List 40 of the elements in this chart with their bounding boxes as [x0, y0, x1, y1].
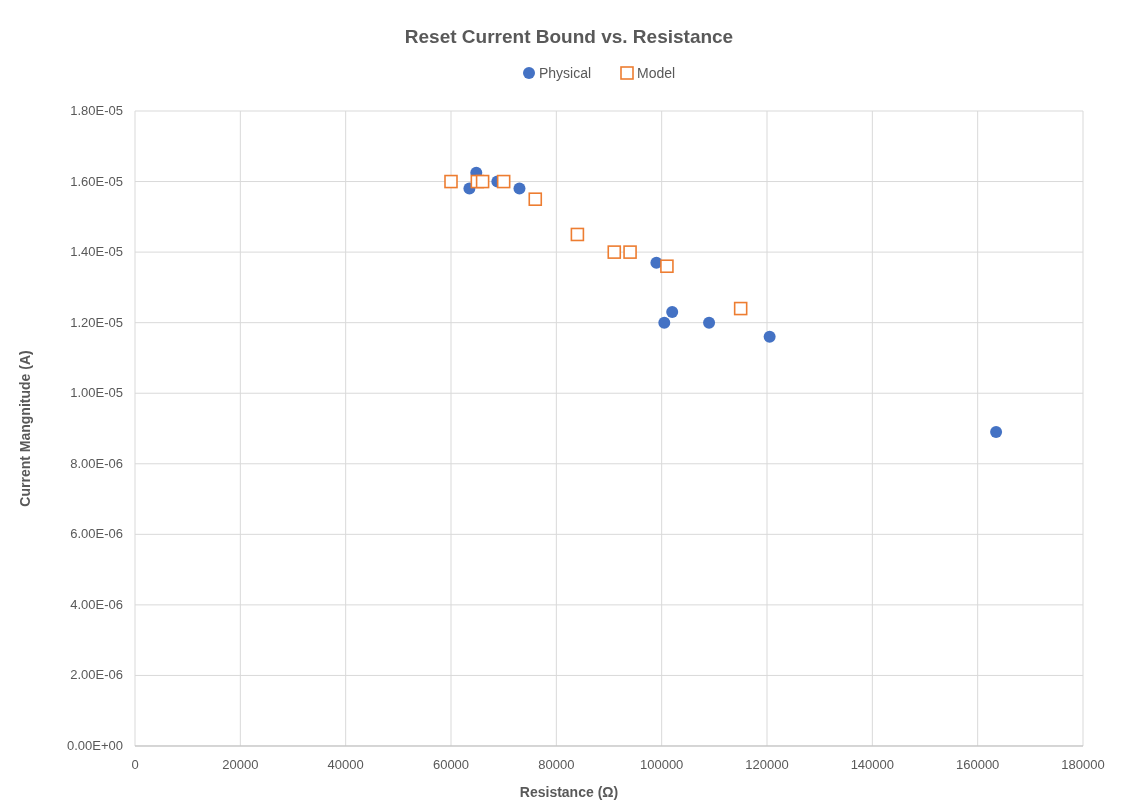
- y-tick-label: 2.00E-06: [70, 667, 123, 683]
- legend-label: Physical: [539, 65, 592, 81]
- chart-title: Reset Current Bound vs. Resistance: [404, 26, 734, 47]
- point: [623, 245, 637, 259]
- y-tick-label: 1.20E-05: [70, 314, 123, 330]
- y-tick-label: 1.40E-05: [70, 244, 123, 260]
- point: [496, 174, 511, 189]
- y-tick-label: 1.80E-05: [70, 103, 123, 118]
- point: [763, 330, 776, 343]
- point: [513, 182, 526, 195]
- y-tick-label: 6.00E-06: [70, 526, 123, 542]
- point: [733, 301, 748, 316]
- legend-label: Model: [637, 65, 676, 81]
- x-tick-label: 40000: [327, 757, 364, 772]
- y-tick-label: 0.00E+00: [66, 738, 123, 753]
- point: [528, 192, 543, 206]
- x-tick-label: 160000: [955, 757, 1000, 772]
- y-tick-label: 4.00E-06: [70, 596, 123, 612]
- x-tick-label: 80000: [538, 757, 575, 772]
- point: [703, 316, 716, 329]
- point: [658, 316, 671, 329]
- point: [990, 426, 1003, 439]
- point: [475, 174, 490, 189]
- x-axis-title: Resistance (Ω): [519, 784, 619, 800]
- point: [666, 306, 679, 319]
- y-axis-title: Current Mangnitude (A): [17, 350, 33, 507]
- y-tick-label: 1.60E-05: [70, 173, 123, 189]
- x-tick-label: 20000: [222, 757, 259, 772]
- x-tick-label: 140000: [850, 757, 895, 772]
- point: [570, 227, 585, 242]
- point: [444, 174, 458, 189]
- x-tick-label: 60000: [432, 757, 470, 772]
- y-tick-label: 8.00E-06: [70, 455, 123, 471]
- x-tick-label: 0: [131, 757, 139, 772]
- y-tick-label: 1.00E-05: [70, 385, 123, 401]
- x-tick-label: 180000: [1061, 757, 1105, 772]
- x-tick-label: 120000: [745, 757, 789, 772]
- point: [660, 259, 674, 274]
- point: [607, 245, 622, 259]
- x-tick-label: 100000: [639, 757, 684, 772]
